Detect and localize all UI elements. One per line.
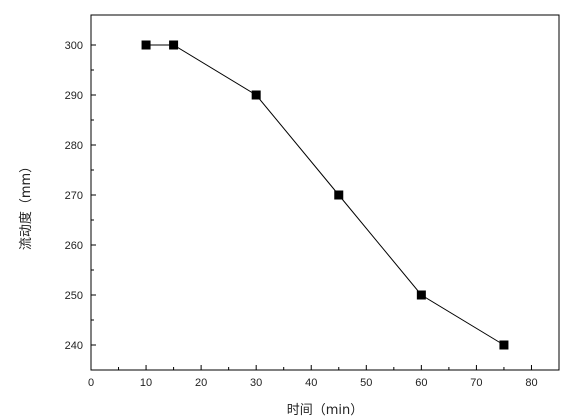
x-tick-label: 20 (195, 377, 207, 389)
data-point-marker (251, 90, 261, 100)
y-axis-title: 流动度（mm） (18, 160, 34, 250)
y-tick-label: 300 (65, 40, 83, 52)
y-tick-label: 290 (65, 90, 83, 102)
x-tick-label: 50 (360, 377, 372, 389)
x-tick-label: 70 (470, 377, 482, 389)
series-line (146, 44, 505, 346)
x-tick-label: 30 (250, 377, 262, 389)
x-tick-label: 10 (140, 377, 152, 389)
data-point-marker (334, 190, 344, 200)
x-axis-ticks: 0 10 20 30 40 50 60 70 80 (88, 365, 538, 389)
y-tick-label: 280 (65, 140, 83, 152)
x-tick-label: 80 (525, 377, 537, 389)
x-tick-label: 60 (415, 377, 427, 389)
series-layer (141, 40, 509, 350)
data-point-marker (141, 40, 151, 50)
y-tick-label: 270 (65, 190, 83, 202)
x-axis-title: 时间（min） (287, 403, 364, 418)
data-point-marker (499, 340, 509, 350)
plot-frame (90, 14, 560, 371)
y-tick-label: 250 (65, 290, 83, 302)
x-tick-label: 40 (305, 377, 317, 389)
data-point-marker (416, 290, 426, 300)
x-tick-label: 0 (88, 377, 94, 389)
y-tick-label: 240 (65, 340, 83, 352)
y-axis-ticks: 240 250 260 270 280 290 300 (65, 40, 96, 352)
data-point-marker (169, 40, 179, 50)
y-tick-label: 260 (65, 240, 83, 252)
